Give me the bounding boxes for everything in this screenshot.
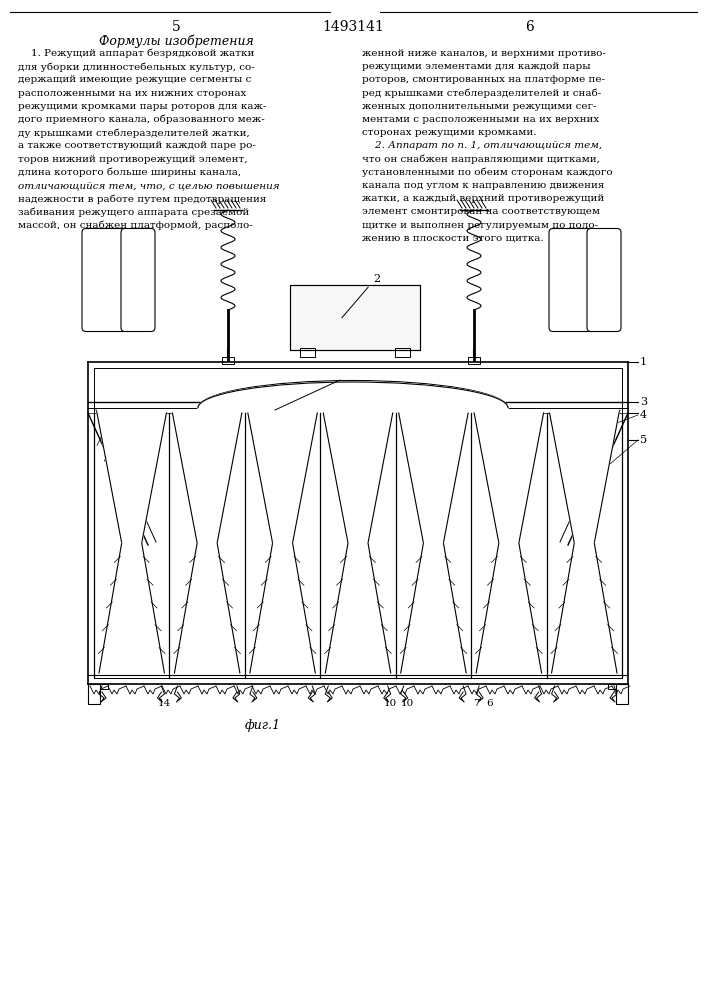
Bar	[608, 684, 616, 689]
Polygon shape	[99, 543, 165, 673]
Text: 5: 5	[172, 20, 180, 34]
Text: ментами с расположенными на их верхних: ментами с расположенными на их верхних	[362, 115, 600, 124]
Text: Формулы изобретения: Формулы изобретения	[98, 34, 253, 47]
Text: дого приемного канала, образованного меж-: дого приемного канала, образованного меж…	[18, 115, 264, 124]
Text: жатки, а каждый верхний противорежущий: жатки, а каждый верхний противорежущий	[362, 194, 604, 203]
Bar	[290, 285, 420, 350]
Text: 7: 7	[473, 699, 479, 708]
Text: держащий имеющие режущие сегменты с: держащий имеющие режущие сегменты с	[18, 75, 252, 84]
Text: длина которого больше ширины канала,: длина которого больше ширины канала,	[18, 168, 241, 177]
Polygon shape	[549, 413, 619, 543]
Text: отличающийся тем, что, с целью повышения: отличающийся тем, что, с целью повышения	[18, 181, 280, 190]
Text: надежности в работе путем предотвращения: надежности в работе путем предотвращения	[18, 194, 267, 204]
Polygon shape	[97, 413, 166, 543]
Polygon shape	[476, 543, 542, 673]
Ellipse shape	[198, 382, 508, 434]
Text: расположенными на их нижних сторонах: расположенными на их нижних сторонах	[18, 89, 246, 98]
FancyBboxPatch shape	[549, 229, 595, 332]
Polygon shape	[323, 413, 392, 543]
Text: 6: 6	[525, 20, 534, 34]
FancyBboxPatch shape	[587, 229, 621, 332]
Text: женных дополнительными режущими сег-: женных дополнительными режущими сег-	[362, 102, 597, 111]
Text: канала под углом к направлению движения: канала под углом к направлению движения	[362, 181, 604, 190]
Polygon shape	[474, 413, 544, 543]
Text: забивания режущего аппарата срезаемой: забивания режущего аппарата срезаемой	[18, 207, 250, 217]
Text: 1493141: 1493141	[322, 20, 384, 34]
Text: что он снабжен направляющими щитками,: что он снабжен направляющими щитками,	[362, 155, 600, 164]
Bar	[88, 684, 100, 704]
Text: режущими кромками пары роторов для каж-: режущими кромками пары роторов для каж-	[18, 102, 267, 111]
Polygon shape	[175, 543, 240, 673]
Text: фиг.1: фиг.1	[245, 719, 281, 732]
Text: 1. Режущий аппарат безрядковой жатки: 1. Режущий аппарат безрядковой жатки	[18, 49, 255, 58]
Text: щитке и выполнен регулируемым по поло-: щитке и выполнен регулируемым по поло-	[362, 221, 598, 230]
Polygon shape	[399, 413, 468, 543]
Text: режущими элементами для каждой пары: режущими элементами для каждой пары	[362, 62, 590, 71]
Polygon shape	[401, 543, 466, 673]
Text: 2. Аппарат по п. 1, отличающийся тем,: 2. Аппарат по п. 1, отличающийся тем,	[362, 141, 602, 150]
Text: сторонах режущими кромками.: сторонах режущими кромками.	[362, 128, 537, 137]
Bar	[290, 285, 420, 350]
Polygon shape	[551, 543, 617, 673]
Text: роторов, смонтированных на платформе пе-: роторов, смонтированных на платформе пе-	[362, 75, 605, 84]
Text: ду крышками стеблеразделителей жатки,: ду крышками стеблеразделителей жатки,	[18, 128, 250, 138]
Text: а также соответствующий каждой паре ро-: а также соответствующий каждой паре ро-	[18, 141, 256, 150]
Text: торов нижний противорежущий элемент,: торов нижний противорежущий элемент,	[18, 155, 247, 164]
Text: массой, он снабжен платформой, располо-: массой, он снабжен платформой, располо-	[18, 221, 252, 230]
Polygon shape	[325, 543, 391, 673]
Bar	[468, 357, 480, 364]
Text: 4: 4	[640, 410, 647, 420]
Bar	[300, 348, 315, 357]
Text: 6: 6	[486, 699, 493, 708]
Polygon shape	[248, 413, 317, 543]
Bar	[222, 357, 234, 364]
Polygon shape	[173, 413, 242, 543]
Text: жению в плоскости этого щитка.: жению в плоскости этого щитка.	[362, 234, 544, 243]
Text: 3: 3	[640, 397, 647, 407]
Text: 14: 14	[158, 699, 171, 708]
FancyBboxPatch shape	[121, 229, 155, 332]
Text: для уборки длинностебельных культур, со-: для уборки длинностебельных культур, со-	[18, 62, 255, 72]
Text: 1: 1	[640, 357, 647, 367]
Text: 5: 5	[640, 435, 647, 445]
Text: 2: 2	[373, 274, 380, 284]
Bar	[100, 684, 108, 689]
Polygon shape	[250, 543, 315, 673]
Text: ред крышками стеблеразделителей и снаб-: ред крышками стеблеразделителей и снаб-	[362, 89, 601, 98]
Text: 10: 10	[401, 699, 414, 708]
Bar	[395, 348, 410, 357]
Text: установленными по обеим сторонам каждого: установленными по обеим сторонам каждого	[362, 168, 613, 177]
FancyBboxPatch shape	[82, 229, 128, 332]
Bar	[616, 684, 628, 704]
Text: 10: 10	[384, 699, 397, 708]
Text: женной ниже каналов, и верхними противо-: женной ниже каналов, и верхними противо-	[362, 49, 606, 58]
Text: элемент смонтирован на соответствующем: элемент смонтирован на соответствующем	[362, 207, 600, 216]
